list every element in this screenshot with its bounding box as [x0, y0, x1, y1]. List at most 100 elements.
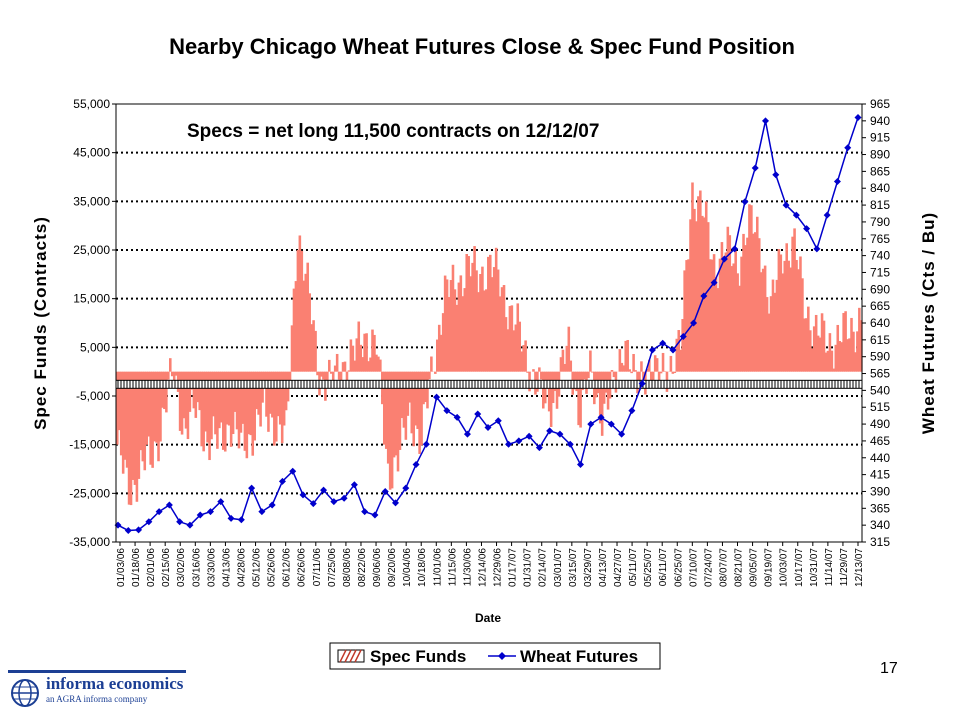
spec-funds-bar	[622, 365, 626, 372]
spec-funds-bar	[828, 333, 832, 372]
right-tick-label: 515	[870, 400, 890, 414]
spec-funds-bar	[757, 238, 761, 372]
spec-funds-bar	[569, 360, 573, 372]
wheat-futures-marker	[607, 420, 615, 428]
right-tick-label: 565	[870, 367, 890, 381]
wheat-futures-marker	[186, 521, 194, 529]
spec-funds-bar	[222, 371, 225, 450]
x-tick-label: 08/08/06	[342, 548, 353, 587]
wheat-futures-marker	[392, 499, 399, 507]
x-tick-label: 09/06/06	[372, 548, 383, 587]
wheat-futures-marker	[587, 420, 595, 428]
spec-funds-bar	[420, 371, 423, 446]
wheat-futures-marker	[844, 144, 852, 152]
spec-funds-bar	[347, 370, 351, 372]
spec-funds-bar	[165, 371, 168, 413]
spec-funds-bar	[775, 279, 779, 372]
legend-swatch-wheat-marker	[498, 652, 506, 660]
spec-funds-bar	[655, 358, 659, 372]
spec-funds-bar	[642, 371, 645, 381]
spec-funds-bar	[167, 371, 170, 380]
wheat-futures-marker	[525, 432, 533, 440]
wheat-futures-marker	[453, 413, 461, 421]
spec-funds-bar	[178, 371, 182, 431]
wheat-futures-marker	[165, 501, 173, 509]
spec-funds-bar	[701, 215, 704, 372]
spec-funds-bar	[689, 219, 692, 372]
spec-funds-bar	[310, 324, 313, 372]
spec-funds-bar	[769, 296, 773, 372]
spec-funds-bar	[143, 371, 147, 471]
spec-funds-bar	[192, 371, 196, 409]
spec-funds-bar	[803, 318, 806, 372]
spec-funds-bar	[810, 348, 814, 372]
x-tick-label: 10/03/07	[779, 548, 790, 587]
spec-funds-bar	[359, 344, 362, 372]
wheat-futures-marker	[402, 484, 410, 492]
right-tick-label: 390	[870, 484, 890, 498]
spec-funds-bar	[214, 371, 217, 435]
wheat-futures-marker	[145, 518, 153, 526]
right-tick-label: 815	[870, 198, 890, 212]
x-tick-label: 05/26/06	[267, 548, 278, 587]
spec-funds-bar	[375, 354, 378, 372]
spec-funds-bar	[386, 371, 390, 464]
spec-funds-bar	[734, 250, 737, 372]
spec-funds-bar	[373, 334, 376, 372]
spec-funds-bar	[673, 371, 677, 373]
x-tick-label: 06/25/07	[673, 548, 684, 587]
wheat-futures-marker	[762, 117, 769, 125]
right-tick-label: 315	[870, 535, 890, 549]
right-axis-label: Wheat Futures (Cts / Bu)	[919, 212, 938, 434]
right-axis-ticks: 965 940 915 890 865 840 815 790 765 740 715 690 665 6…	[862, 97, 890, 549]
x-tick-label: 11/30/06	[462, 548, 473, 587]
spec-funds-bar	[369, 357, 372, 372]
spec-funds-bar	[331, 371, 335, 388]
x-tick-label: 11/15/06	[447, 548, 458, 587]
x-tick-label: 08/22/06	[357, 548, 368, 587]
x-tick-label: 03/01/07	[553, 548, 564, 587]
spec-funds-bar	[445, 279, 449, 372]
left-tick-label: -35,000	[69, 535, 110, 549]
spec-funds-bar	[754, 232, 757, 372]
spec-funds-bar	[159, 371, 162, 442]
x-tick-label: 10/18/06	[417, 548, 428, 587]
wheat-futures-marker	[320, 486, 328, 494]
spec-funds-bar	[759, 272, 763, 372]
spec-funds-bar	[708, 259, 712, 372]
wheat-futures-marker	[371, 511, 379, 519]
x-tick-label: 07/11/06	[312, 548, 323, 587]
wheat-futures-marker	[720, 255, 728, 263]
spec-funds-bar	[805, 318, 808, 372]
wheat-futures-marker	[237, 516, 245, 524]
spec-funds-bar	[561, 349, 565, 372]
spec-funds-bar	[216, 371, 219, 449]
x-tick-label: 03/16/06	[191, 548, 202, 587]
spec-funds-bar	[498, 296, 502, 372]
spec-funds-bar	[651, 371, 655, 384]
wheat-futures-marker	[433, 393, 441, 401]
x-tick-label: 05/11/07	[628, 548, 639, 587]
spec-funds-bar	[280, 371, 284, 444]
spec-funds-bar	[337, 371, 341, 380]
spec-funds-bar	[542, 371, 545, 409]
spec-funds-bar	[335, 353, 339, 372]
spec-funds-bar	[447, 297, 451, 372]
spec-funds-bar	[718, 258, 722, 372]
spec-funds-bar	[830, 350, 834, 372]
spec-funds-bar	[502, 285, 506, 372]
x-axis-label: Date	[475, 611, 501, 625]
spec-funds-bar	[416, 371, 419, 429]
spec-funds-bar	[549, 371, 553, 427]
spec-funds-bar	[748, 204, 751, 372]
spec-funds-bar	[612, 371, 616, 378]
x-tick-label: 11/14/07	[824, 548, 835, 587]
spec-funds-bar	[455, 304, 459, 372]
spec-funds-bar	[392, 371, 396, 458]
x-tick-label: 10/17/07	[794, 548, 805, 587]
wheat-futures-marker	[463, 430, 471, 438]
x-tick-label: 07/10/07	[688, 548, 699, 587]
spec-funds-bar	[624, 340, 628, 372]
wheat-futures-marker	[155, 508, 163, 516]
